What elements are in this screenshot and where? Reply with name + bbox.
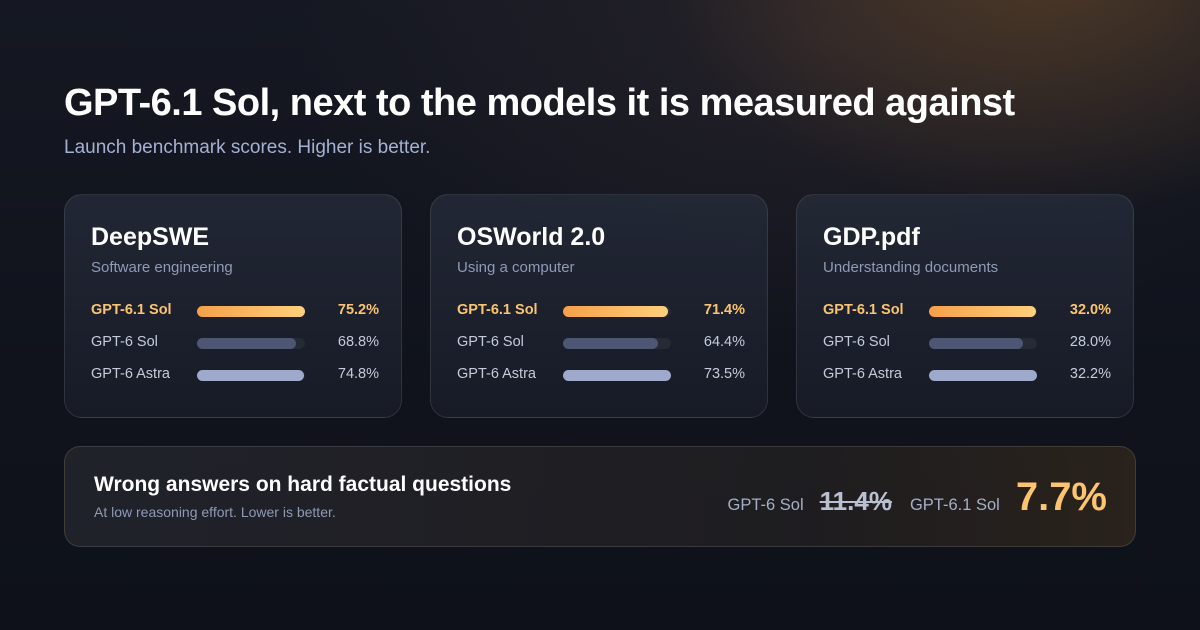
card-title: DeepSWE — [91, 223, 210, 251]
bar-value-label: 28.0% — [1069, 334, 1111, 350]
bar-rows: GPT-6.1 Sol 71.4% GPT-6 Sol 64.4% GPT-6 … — [457, 299, 745, 395]
bar-row: GPT-6 Sol 68.8% — [91, 331, 379, 363]
bar-value-label: 64.4% — [703, 334, 745, 350]
bar-label: GPT-6.1 Sol — [823, 302, 904, 318]
bar — [563, 306, 668, 317]
bar-label: GPT-6 Astra — [91, 366, 170, 382]
bar-label: GPT-6 Astra — [457, 366, 536, 382]
benchmark-card-osworld: OSWorld 2.0 Using a computer GPT-6.1 Sol… — [430, 194, 768, 418]
bar-label: GPT-6.1 Sol — [457, 302, 538, 318]
bar-label: GPT-6 Sol — [457, 334, 524, 350]
bar-value-label: 68.8% — [337, 334, 379, 350]
bar-value-label: 73.5% — [703, 366, 745, 382]
old-model-value: 11.4% — [819, 486, 892, 516]
bar-track — [197, 306, 305, 317]
hallucination-banner: Wrong answers on hard factual questions … — [64, 446, 1136, 547]
bar-row: GPT-6.1 Sol 32.0% — [823, 299, 1111, 331]
bar-label: GPT-6 Sol — [91, 334, 158, 350]
card-subtitle: Software engineering — [91, 259, 233, 276]
bar-label: GPT-6 Astra — [823, 366, 902, 382]
bar-value-label: 74.8% — [337, 366, 379, 382]
bar — [929, 338, 1023, 349]
page-title: GPT-6.1 Sol, next to the models it is me… — [64, 82, 1015, 124]
bar-rows: GPT-6.1 Sol 32.0% GPT-6 Sol 28.0% GPT-6 … — [823, 299, 1111, 395]
bar-row: GPT-6 Astra 74.8% — [91, 363, 379, 395]
bar — [929, 306, 1037, 317]
benchmark-card-gdp-pdf: GDP.pdf Understanding documents GPT-6.1 … — [796, 194, 1134, 418]
new-model-value: 7.7% — [1015, 475, 1107, 519]
bar-row: GPT-6 Sol 64.4% — [457, 331, 745, 363]
old-model-label: GPT-6 Sol — [727, 496, 804, 514]
bar-row: GPT-6 Sol 28.0% — [823, 331, 1111, 363]
banner-subtitle: At low reasoning effort. Lower is better… — [94, 504, 336, 520]
card-title: OSWorld 2.0 — [457, 223, 606, 251]
bar-track — [929, 370, 1037, 381]
bar-value-label: 32.0% — [1069, 302, 1111, 318]
bar-row: GPT-6 Astra 32.2% — [823, 363, 1111, 395]
bar-row: GPT-6.1 Sol 75.2% — [91, 299, 379, 331]
bar-row: GPT-6.1 Sol 71.4% — [457, 299, 745, 331]
bar-track — [929, 338, 1037, 349]
error-rate-comparison: GPT-6 Sol 11.4% GPT-6.1 Sol 7.7% — [728, 475, 1107, 519]
bar — [929, 370, 1037, 381]
bar-label: GPT-6.1 Sol — [91, 302, 172, 318]
bar-track — [197, 370, 305, 381]
bar-label: GPT-6 Sol — [823, 334, 890, 350]
bar — [563, 338, 658, 349]
card-subtitle: Using a computer — [457, 259, 575, 276]
bar-track — [563, 306, 671, 317]
bar — [197, 338, 296, 349]
bar-track — [929, 306, 1037, 317]
card-title: GDP.pdf — [823, 223, 920, 251]
new-model-label: GPT-6.1 Sol — [909, 496, 1000, 514]
bar-track — [197, 338, 305, 349]
bar — [563, 370, 671, 381]
benchmark-cards: DeepSWE Software engineering GPT-6.1 Sol… — [64, 194, 1136, 419]
bar-value-label: 32.2% — [1069, 366, 1111, 382]
bar-value-label: 71.4% — [703, 302, 745, 318]
banner-title: Wrong answers on hard factual questions — [94, 473, 512, 496]
bar-row: GPT-6 Astra 73.5% — [457, 363, 745, 395]
bar-track — [563, 370, 671, 381]
card-subtitle: Understanding documents — [823, 259, 999, 276]
bar — [197, 370, 305, 381]
page-subtitle: Launch benchmark scores. Higher is bette… — [64, 137, 431, 158]
bar-value-label: 75.2% — [337, 302, 379, 318]
bar-rows: GPT-6.1 Sol 75.2% GPT-6 Sol 68.8% GPT-6 … — [91, 299, 379, 395]
benchmark-card-deepswe: DeepSWE Software engineering GPT-6.1 Sol… — [64, 194, 402, 418]
bar — [197, 306, 305, 317]
bar-track — [563, 338, 671, 349]
